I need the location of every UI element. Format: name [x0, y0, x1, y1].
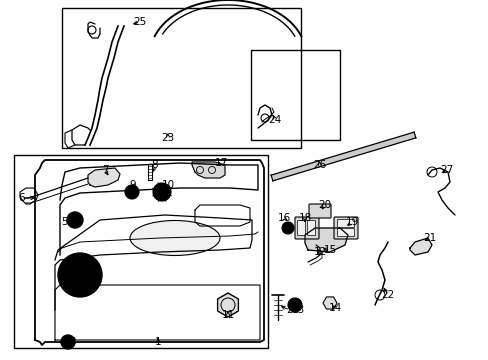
- Text: 19: 19: [345, 217, 358, 227]
- Text: 1: 1: [154, 337, 161, 347]
- FancyBboxPatch shape: [297, 220, 305, 235]
- Bar: [250, 50, 339, 140]
- FancyBboxPatch shape: [333, 217, 357, 239]
- Text: 24: 24: [268, 115, 281, 125]
- Text: 26: 26: [313, 160, 326, 170]
- Circle shape: [287, 298, 302, 312]
- Text: 27: 27: [440, 165, 453, 175]
- Text: 11: 11: [221, 310, 234, 320]
- FancyBboxPatch shape: [337, 220, 354, 228]
- Text: 17: 17: [214, 158, 227, 168]
- FancyBboxPatch shape: [337, 229, 354, 237]
- Text: 13: 13: [291, 305, 304, 315]
- Circle shape: [125, 185, 139, 199]
- Polygon shape: [409, 238, 431, 255]
- Circle shape: [61, 335, 75, 349]
- Text: 21: 21: [423, 233, 436, 243]
- Text: 7: 7: [102, 165, 108, 175]
- Circle shape: [75, 263, 85, 273]
- Text: 9: 9: [129, 180, 136, 190]
- FancyBboxPatch shape: [294, 217, 318, 239]
- Text: 12: 12: [313, 247, 326, 257]
- Circle shape: [72, 260, 88, 276]
- FancyBboxPatch shape: [307, 220, 315, 235]
- Circle shape: [64, 338, 72, 346]
- Text: 3: 3: [68, 337, 75, 347]
- Text: 22: 22: [381, 290, 394, 300]
- Polygon shape: [192, 162, 224, 178]
- Polygon shape: [270, 132, 415, 181]
- FancyBboxPatch shape: [308, 204, 330, 218]
- Text: 18: 18: [298, 213, 311, 223]
- Polygon shape: [217, 293, 238, 317]
- Text: 23: 23: [161, 133, 174, 143]
- Text: 14: 14: [328, 303, 341, 313]
- Circle shape: [282, 222, 293, 234]
- Text: 25: 25: [133, 17, 146, 27]
- Circle shape: [70, 215, 80, 225]
- Text: 8: 8: [151, 160, 158, 170]
- Polygon shape: [88, 168, 120, 187]
- Ellipse shape: [130, 220, 220, 256]
- Circle shape: [67, 212, 83, 228]
- Text: 4: 4: [79, 280, 85, 290]
- Text: 16: 16: [277, 213, 290, 223]
- Polygon shape: [305, 228, 347, 252]
- Text: 6: 6: [19, 193, 25, 203]
- Text: 20: 20: [318, 200, 331, 210]
- Text: 2: 2: [286, 305, 293, 315]
- Bar: [14, 155, 267, 348]
- Polygon shape: [323, 297, 336, 309]
- Text: 10: 10: [161, 180, 174, 190]
- Circle shape: [153, 183, 171, 201]
- Bar: [62, 8, 301, 148]
- Text: 15: 15: [323, 245, 336, 255]
- Circle shape: [58, 253, 102, 297]
- Text: 5: 5: [61, 217, 68, 227]
